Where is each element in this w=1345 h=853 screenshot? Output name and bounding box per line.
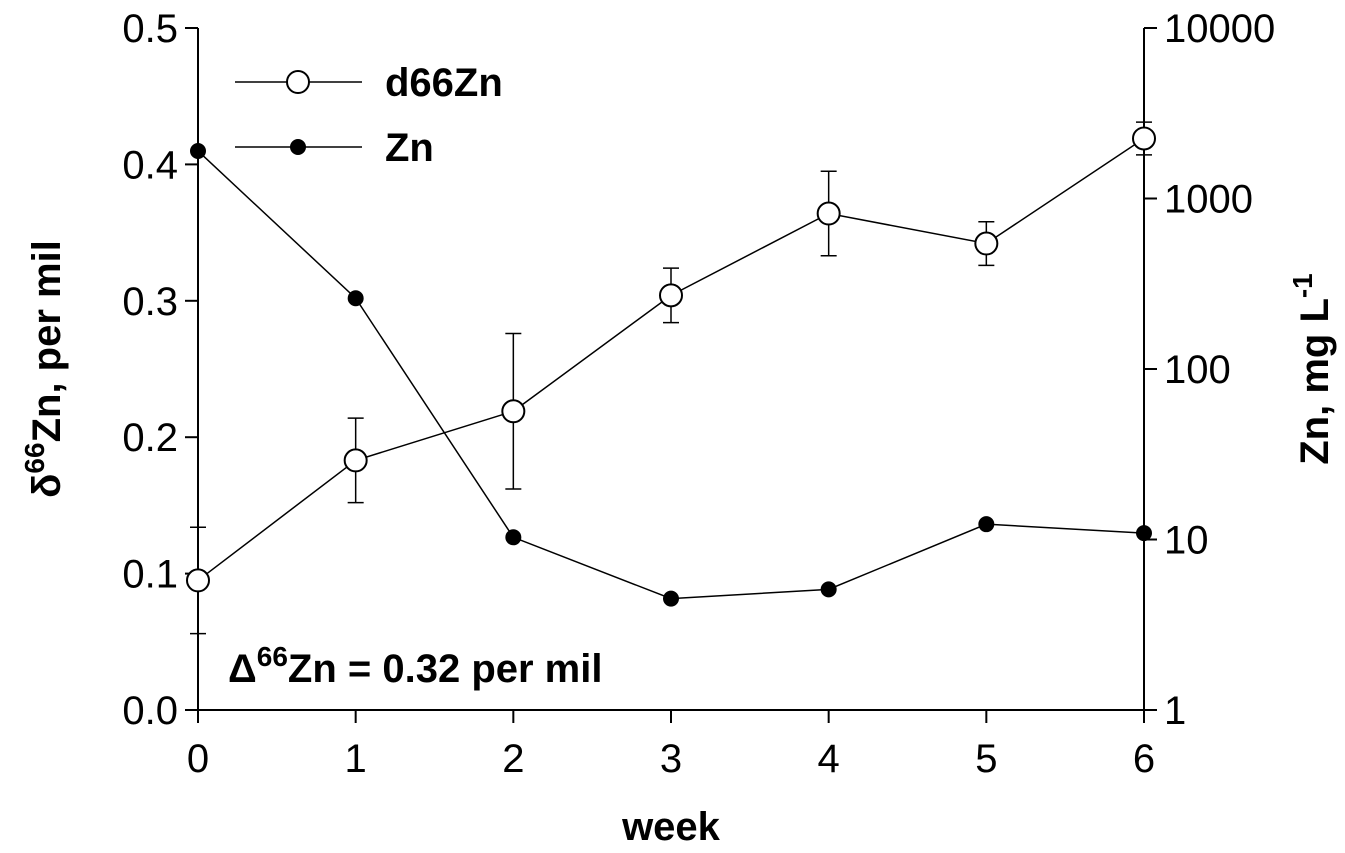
marker [505,529,522,546]
annotation-sup: 66 [257,641,288,672]
y-label-part: δ [25,474,69,498]
y2-tick-label: 100 [1164,348,1231,392]
y-tick-label: 0.4 [122,143,178,187]
y-axis-label: δ66Zn, per mil [19,240,69,498]
x-axis-label: week [621,805,721,848]
y-label-part: Zn, per mil [25,240,69,442]
series-line [197,137,1145,582]
y2-tick-label: 1 [1164,689,1186,733]
x-tick-label: 6 [1133,737,1155,781]
y2-axis-label: Zn, mg L-1 [1287,273,1337,465]
x-tick-label: 0 [187,737,209,781]
marker [1136,525,1152,542]
legend-marker [290,139,306,155]
y-tick-label: 0.1 [122,553,178,597]
y-label-sup: 66 [19,442,50,473]
annotation-part: Δ [228,647,257,691]
marker [1132,126,1156,151]
series-line [197,150,1145,600]
plot-area [197,28,1145,711]
marker [820,581,837,598]
x-tick-label: 5 [975,737,997,781]
marker [347,290,364,307]
y2-tick-label: 10 [1164,519,1209,563]
x-tick-label: 4 [818,737,840,781]
marker [659,283,683,308]
x-tick-label: 2 [502,737,524,781]
legend-label: Zn [385,126,434,170]
legend-marker [286,70,310,94]
x-tick-label: 1 [345,737,367,781]
marker [663,590,679,607]
y2-tick-label: 10000 [1164,7,1275,51]
x-tick-label: 3 [660,737,682,781]
annotation: Δ66Zn = 0.32 per mil [228,641,602,691]
y-tick-label: 0.0 [122,689,178,733]
marker [190,142,206,159]
y2-label-sup: -1 [1287,273,1318,298]
marker [501,399,526,424]
y2-tick-label: 1000 [1164,178,1253,222]
legend-label: d66Zn [385,61,503,105]
marker [186,568,210,593]
y-tick-label: 0.5 [122,7,178,51]
marker [816,201,841,226]
y-tick-label: 0.2 [122,416,178,460]
marker [978,516,995,533]
y-tick-label: 0.3 [122,280,178,324]
y2-label-part: Zn, mg L [1293,298,1337,465]
marker [343,448,368,473]
marker [974,231,999,256]
annotation-part: Zn = 0.32 per mil [288,647,603,691]
